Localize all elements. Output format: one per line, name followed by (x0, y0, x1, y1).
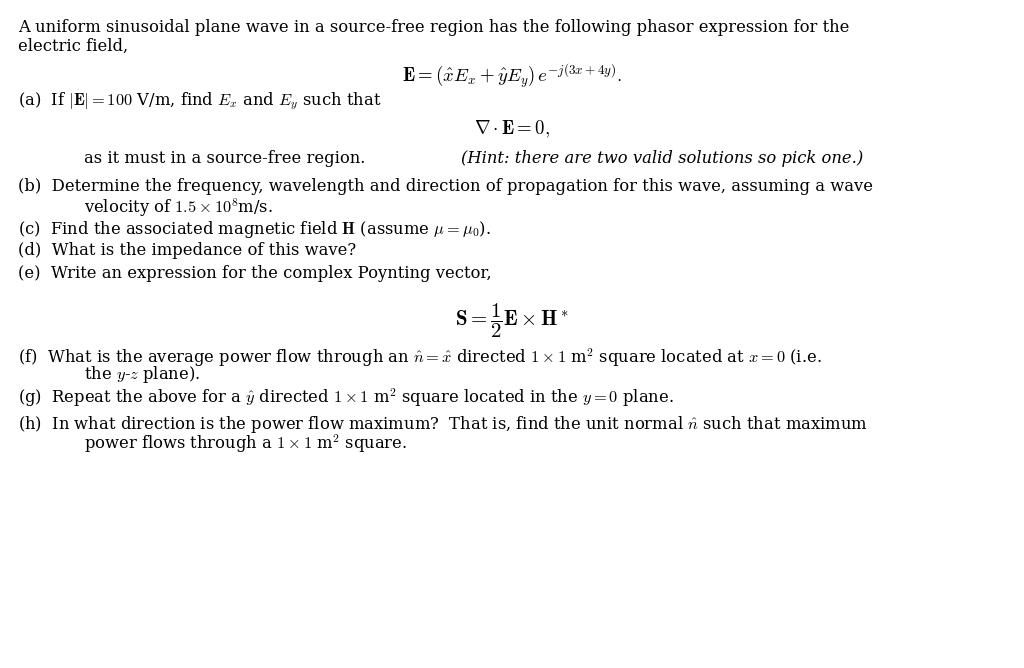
Text: $\nabla \cdot \mathbf{E} = 0,$: $\nabla \cdot \mathbf{E} = 0,$ (474, 119, 550, 140)
Text: (a)  If $|\mathbf{E}| = 100$ V/m, find $E_x$ and $E_y$ such that: (a) If $|\mathbf{E}| = 100$ V/m, find $E… (18, 90, 382, 112)
Text: $\mathbf{E} = (\hat{x}E_x + \hat{y}E_y)\, e^{-j(3x+4y)}.$: $\mathbf{E} = (\hat{x}E_x + \hat{y}E_y)\… (402, 61, 622, 90)
Text: (Hint: there are two valid solutions so pick one.): (Hint: there are two valid solutions so … (461, 150, 863, 166)
Text: (f)  What is the average power flow through an $\hat{n} = \hat{x}$ directed $1 \: (f) What is the average power flow throu… (18, 346, 822, 369)
Text: (c)  Find the associated magnetic field $\mathbf{H}$ (assume $\mu = \mu_0$).: (c) Find the associated magnetic field $… (18, 219, 492, 240)
Text: (e)  Write an expression for the complex Poynting vector,: (e) Write an expression for the complex … (18, 265, 493, 281)
Text: electric field,: electric field, (18, 37, 129, 54)
Text: A uniform sinusoidal plane wave in a source-free region has the following phasor: A uniform sinusoidal plane wave in a sou… (18, 19, 850, 35)
Text: (d)  What is the impedance of this wave?: (d) What is the impedance of this wave? (18, 242, 356, 259)
Text: as it must in a source-free region.: as it must in a source-free region. (84, 150, 376, 166)
Text: the $y$-$z$ plane).: the $y$-$z$ plane). (84, 364, 200, 385)
Text: (g)  Repeat the above for a $\hat{y}$ directed $1 \times 1$ m$^2$ square located: (g) Repeat the above for a $\hat{y}$ dir… (18, 387, 674, 409)
Text: power flows through a $1 \times 1$ m$^2$ square.: power flows through a $1 \times 1$ m$^2$… (84, 433, 408, 456)
Text: velocity of $1.5 \times 10^8$m/s.: velocity of $1.5 \times 10^8$m/s. (84, 196, 273, 219)
Text: (h)  In what direction is the power flow maximum?  That is, find the unit normal: (h) In what direction is the power flow … (18, 414, 868, 435)
Text: $\mathbf{S} = \dfrac{1}{2}\mathbf{E} \times \mathbf{H}^*$: $\mathbf{S} = \dfrac{1}{2}\mathbf{E} \ti… (456, 302, 568, 341)
Text: (b)  Determine the frequency, wavelength and direction of propagation for this w: (b) Determine the frequency, wavelength … (18, 178, 873, 195)
